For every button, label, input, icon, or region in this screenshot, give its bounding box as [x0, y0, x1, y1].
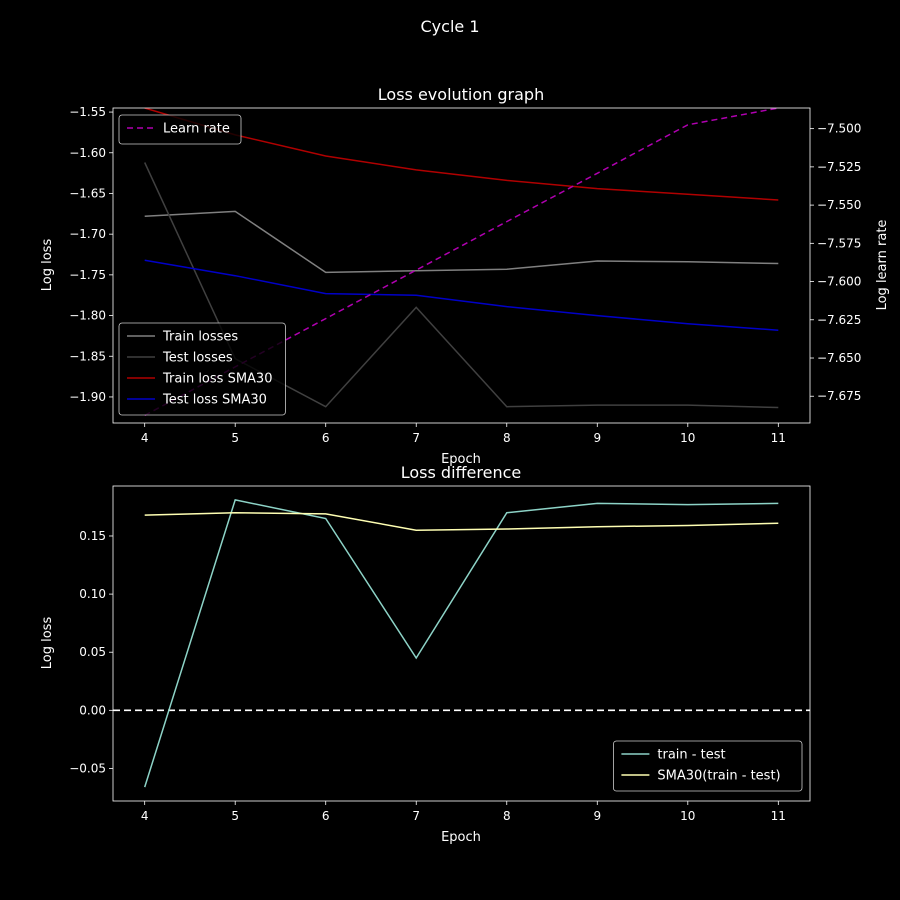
- legend-label: Test losses: [162, 351, 233, 366]
- legend-box: [613, 740, 803, 792]
- series-line-train-loss-sma30: [144, 108, 779, 201]
- y-tick-label: 0.00: [79, 703, 106, 717]
- x-tick-label: 10: [680, 431, 695, 445]
- y-tick-label-right: −7.500: [817, 122, 861, 136]
- x-tick-label: 8: [503, 431, 511, 445]
- y-tick-label: −1.60: [69, 146, 106, 160]
- y-tick-label: −0.05: [69, 761, 106, 775]
- x-tick-label: 7: [412, 809, 420, 823]
- x-tick-label: 6: [322, 809, 330, 823]
- y-tick-label: 0.10: [79, 587, 106, 601]
- x-tick-label: 5: [231, 431, 239, 445]
- legend-label: Train losses: [162, 330, 238, 345]
- y-tick-label-right: −7.525: [817, 160, 861, 174]
- y-tick-label: −1.75: [69, 268, 106, 282]
- y-axis-label: Log loss: [40, 617, 55, 670]
- x-axis-label: Epoch: [441, 830, 481, 845]
- legend-label: SMA30(train - test): [657, 769, 780, 784]
- legend-lower-left: Train losses Test losses Train loss SMA30 T…: [118, 322, 286, 416]
- legend-box: [118, 114, 242, 145]
- legend-label: train - test: [657, 748, 725, 763]
- x-axis-label: Epoch: [441, 452, 481, 467]
- axes-frame: [112, 107, 811, 424]
- legend-lower-right: train - test SMA30(train - test): [613, 740, 803, 792]
- x-tick-label: 8: [503, 809, 511, 823]
- axes-frame: [112, 485, 811, 802]
- series-line-test-loss-sma30: [144, 259, 779, 331]
- y-axis-label-right: Log learn rate: [875, 220, 890, 311]
- y-tick-label-right: −7.675: [817, 389, 861, 403]
- plot-area: 4 5 6 7 8 9 10 11 0.15 0.10 0.05 0.00 −0.05 train - t…: [69, 485, 811, 823]
- y-axis-label: Log loss: [40, 239, 55, 292]
- x-tick-label: 5: [231, 809, 239, 823]
- x-tick-label: 6: [322, 431, 330, 445]
- y-tick-label: −1.85: [69, 349, 106, 363]
- x-tick-label: 9: [593, 431, 601, 445]
- series-line-train-losses: [144, 210, 779, 274]
- y-tick-label: −1.70: [69, 227, 106, 241]
- loss-difference-chart: Loss difference Epoch Log loss 4 5 6 7 8 9 10 1…: [40, 463, 811, 845]
- y-tick-label: 0.15: [79, 529, 106, 543]
- x-tick-label: 10: [680, 809, 695, 823]
- y-tick-label: 0.05: [79, 645, 106, 659]
- chart-title: Loss evolution graph: [378, 85, 544, 104]
- y-tick-label: −1.55: [69, 105, 106, 119]
- series-line-train-test: [143, 499, 779, 788]
- y-tick-label: −1.90: [69, 390, 106, 404]
- legend-label: Test loss SMA30: [162, 393, 267, 408]
- series-line-sma30-train-test: [144, 511, 779, 531]
- chart-title: Loss difference: [401, 463, 522, 482]
- figure-suptitle: Cycle 1: [421, 17, 480, 36]
- legend-label: Train loss SMA30: [162, 372, 272, 387]
- y-tick-label: −1.65: [69, 186, 106, 200]
- y-tick-label-right: −7.600: [817, 275, 861, 289]
- y-tick-label-right: −7.550: [817, 198, 861, 212]
- plot-area: 4 5 6 7 8 9 10 11 −1.55 −1.60 −1.65 −1.70 −1.75 −1.80…: [69, 105, 861, 445]
- y-tick-label: −1.80: [69, 309, 106, 323]
- x-tick-label: 11: [771, 809, 786, 823]
- y-tick-label-right: −7.575: [817, 236, 861, 250]
- x-tick-label: 9: [593, 809, 601, 823]
- x-tick-label: 4: [141, 431, 149, 445]
- x-tick-label: 7: [412, 431, 420, 445]
- legend-box: [118, 322, 286, 416]
- x-tick-label: 4: [141, 809, 149, 823]
- loss-evolution-chart: Loss evolution graph Epoch Log loss Log …: [40, 85, 890, 467]
- y-tick-label-right: −7.625: [817, 313, 861, 327]
- legend-upper-left: Learn rate: [118, 114, 242, 145]
- legend-label: Learn rate: [163, 122, 230, 137]
- x-tick-label: 11: [771, 431, 786, 445]
- y-tick-label-right: −7.650: [817, 351, 861, 365]
